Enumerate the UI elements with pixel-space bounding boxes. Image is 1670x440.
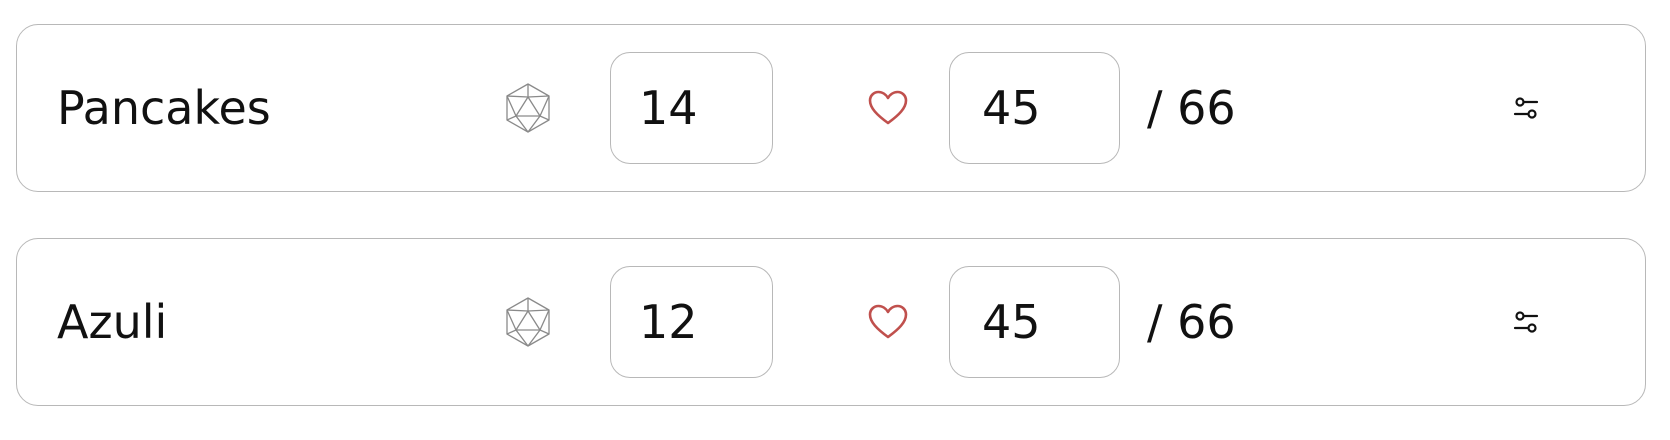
heart-icon — [868, 304, 908, 339]
max-hp-label: / 66 — [1147, 81, 1236, 135]
sliders-icon[interactable] — [1511, 307, 1541, 337]
initiative-input[interactable] — [610, 266, 773, 378]
d20-die-icon — [506, 83, 550, 133]
d20-die-icon — [506, 297, 550, 347]
heart-icon — [868, 90, 908, 125]
max-hp-label: / 66 — [1147, 295, 1236, 349]
sliders-icon[interactable] — [1511, 93, 1541, 123]
combatant-name: Pancakes — [57, 81, 271, 135]
combatant-row: Azuli / 66 — [16, 238, 1646, 406]
hp-input[interactable] — [949, 266, 1120, 378]
combatant-name: Azuli — [57, 295, 168, 349]
combatant-row: Pancakes / 66 — [16, 24, 1646, 192]
initiative-input[interactable] — [610, 52, 773, 164]
hp-input[interactable] — [949, 52, 1120, 164]
